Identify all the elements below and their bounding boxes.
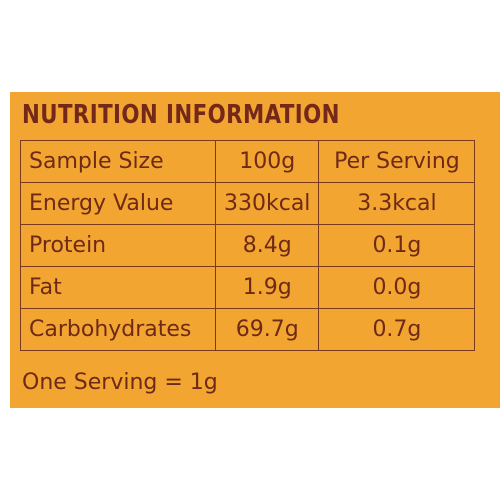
table-row: Fat 1.9g 0.0g — [20, 266, 476, 309]
table-cell: 0.1g — [318, 224, 476, 267]
table-row: Carbohydrates 69.7g 0.7g — [20, 308, 476, 351]
table-cell: 1.9g — [214, 266, 320, 309]
table-cell: Protein — [20, 224, 216, 267]
table-cell: 3.3kcal — [318, 182, 476, 225]
table-cell: 69.7g — [214, 308, 320, 351]
footer: One Serving = 1g — [22, 370, 218, 395]
table-row: Energy Value 330kcal 3.3kcal — [20, 182, 476, 225]
table-cell: 8.4g — [214, 224, 320, 267]
table-cell: Energy Value — [20, 182, 216, 225]
table-cell: Sample Size — [20, 140, 216, 183]
table-cell: Carbohydrates — [20, 308, 216, 351]
table-cell: Per Serving — [318, 140, 476, 183]
label-panel: NUTRITION INFORMATION Sample Size 100g Per… — [10, 92, 500, 408]
nutrition-table: Sample Size 100g Per Serving Energy Value 33… — [20, 140, 476, 351]
table-cell: 100g — [214, 140, 320, 183]
table-cell: 0.7g — [318, 308, 476, 351]
table-cell: 0.0g — [318, 266, 476, 309]
title: NUTRITION INFORMATION — [22, 100, 340, 130]
table-row: Sample Size 100g Per Serving — [20, 140, 476, 183]
table-cell: Fat — [20, 266, 216, 309]
table-row: Protein 8.4g 0.1g — [20, 224, 476, 267]
table-cell: 330kcal — [214, 182, 320, 225]
